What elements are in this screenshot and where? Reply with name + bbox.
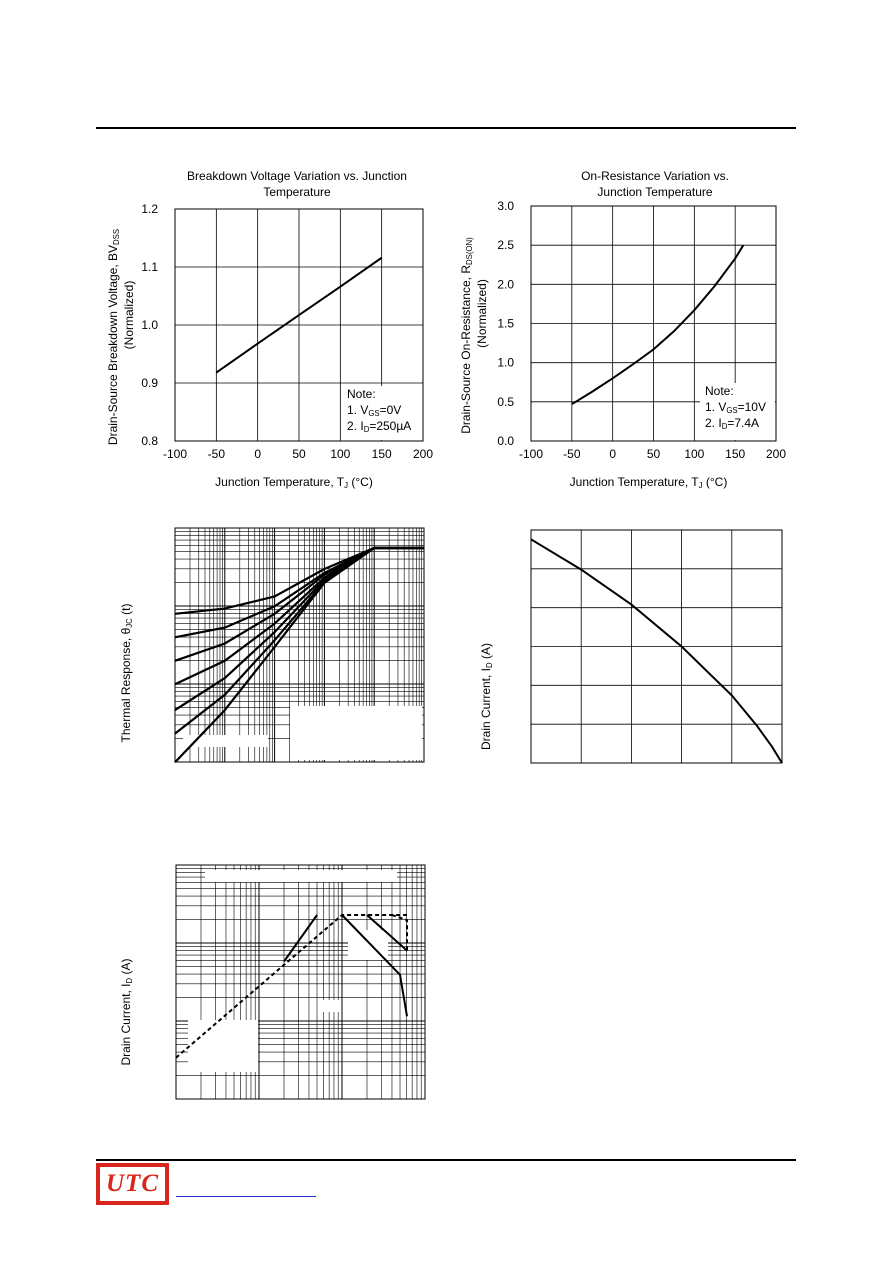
mask-block (322, 1000, 340, 1012)
chart-title-line2: Junction Temperature (597, 185, 713, 199)
y-tick-label: 1.5 (497, 317, 514, 331)
y-tick-label: 3.0 (497, 199, 514, 213)
mask-block (205, 870, 397, 882)
chart-title-line1: On-Resistance Variation vs. (581, 169, 729, 183)
note-title: Note: (347, 387, 376, 401)
x-tick-label: -100 (519, 447, 543, 461)
header-rule (96, 127, 796, 129)
chart-drain-current-vs-temp: Drain Current, ID (A) (479, 529, 783, 764)
y-tick-label: 0.5 (497, 395, 514, 409)
x-axis-label: Junction Temperature, TJ (°C) (215, 475, 373, 490)
note-line-1: 1. VGS=10V (705, 400, 766, 415)
series-line (366, 914, 408, 952)
note-box (342, 386, 422, 440)
plot-frame (530, 205, 777, 442)
y-axis-label: Drain Current, ID (A) (479, 643, 494, 750)
series-line (215, 256, 383, 374)
x-axis-label: Junction Temperature, TJ (°C) (570, 475, 728, 490)
mask-block (183, 735, 268, 747)
website-link-underline[interactable] (176, 1196, 316, 1197)
mask-block (290, 706, 422, 760)
x-tick-label: 100 (684, 447, 704, 461)
chart-thermal-response: Thermal Response, θJC (t) (119, 527, 425, 764)
y-axis-label: Drain-Source Breakdown Voltage, BVDSS (106, 229, 121, 445)
plot-frame (530, 529, 783, 764)
series-line (391, 914, 408, 951)
note-line-2: 2. ID=250µA (347, 419, 411, 434)
x-tick-label: 50 (647, 447, 661, 461)
series-line (571, 244, 745, 406)
y-tick-label: 2.5 (497, 238, 514, 252)
x-tick-label: -50 (208, 447, 226, 461)
series-line (341, 914, 408, 1017)
note-title: Note: (705, 384, 734, 398)
y-tick-label: 1.2 (141, 202, 158, 216)
chart-safe-operating-area: Drain Current, ID (A) (119, 864, 426, 1100)
y-axis-label-line2: (Normalized) (475, 279, 489, 348)
utc-logo: UTC (96, 1163, 169, 1205)
x-tick-label: 0 (254, 447, 261, 461)
y-axis-label: Thermal Response, θJC (t) (119, 604, 134, 743)
note-line-2: 2. ID=7.4A (705, 416, 759, 431)
plot-frame (174, 527, 425, 763)
plot-frame (175, 864, 426, 1100)
series-line (174, 546, 424, 639)
chart-title-line1: Breakdown Voltage Variation vs. Junction (187, 169, 407, 183)
series-line (530, 538, 783, 764)
chart-breakdown-voltage: -100 -50 0 50 100 150 200 0.8 0.9 1.0 1.1 1.2 Breakd… (106, 169, 433, 490)
y-tick-label: 1.0 (141, 318, 158, 332)
chart-title-line2: Temperature (263, 185, 331, 199)
x-tick-label: 100 (330, 447, 350, 461)
x-tick-label: -100 (163, 447, 187, 461)
mask-block (188, 1020, 258, 1072)
y-tick-label: 0.9 (141, 376, 158, 390)
x-tick-label: 0 (609, 447, 616, 461)
series-line (174, 546, 424, 735)
x-tick-label: 200 (766, 447, 786, 461)
series-line (283, 914, 318, 963)
y-tick-label: 1.1 (141, 260, 158, 274)
chart-on-resistance: -100 -50 0 50 100 150 200 0.0 0.5 1.0 1.5 2.0 2.5 3.0… (459, 169, 786, 490)
x-tick-label: 150 (725, 447, 745, 461)
x-tick-label: 200 (413, 447, 433, 461)
y-axis-label-line2: (Normalized) (122, 281, 136, 350)
y-axis-label: Drain Current, ID (A) (119, 958, 134, 1065)
y-tick-label: 0.8 (141, 434, 158, 448)
series-line (174, 546, 424, 764)
x-tick-label: 150 (372, 447, 392, 461)
y-tick-label: 1.0 (497, 356, 514, 370)
y-axis-label: Drain-Source On-Resistance, RDS(ON) (459, 237, 474, 434)
y-tick-label: 2.0 (497, 277, 514, 291)
plot-frame (174, 208, 424, 442)
x-tick-label: -50 (563, 447, 581, 461)
y-tick-label: 0.0 (497, 434, 514, 448)
x-tick-label: 50 (292, 447, 306, 461)
series-line (174, 546, 424, 615)
footer-rule (96, 1159, 796, 1161)
note-line-1: 1. VGS=0V (347, 403, 401, 418)
note-box (700, 383, 775, 440)
